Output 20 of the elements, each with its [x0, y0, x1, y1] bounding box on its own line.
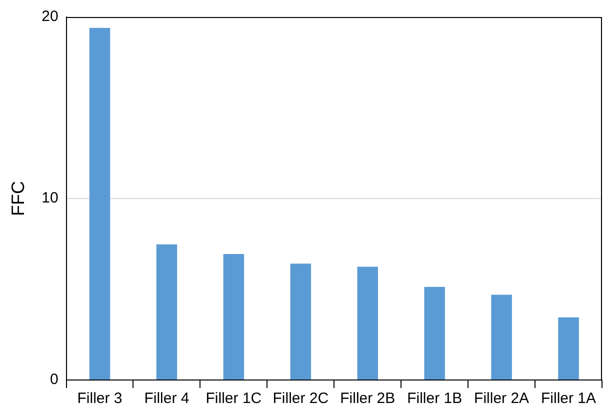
- x-tick-label: Filler 2A: [474, 390, 530, 408]
- x-tick-label: Filler 1C: [206, 390, 262, 408]
- bar: [357, 266, 378, 380]
- x-tick-label: Filler 3: [77, 390, 122, 408]
- y-tick-label: 20: [42, 8, 58, 26]
- x-tick-label: Filler 2C: [272, 390, 329, 408]
- bar: [223, 254, 244, 380]
- x-tick-label: Filler 1A: [541, 390, 596, 408]
- bar: [424, 286, 445, 380]
- y-tick-label: 10: [42, 190, 58, 207]
- bar: [491, 294, 512, 380]
- bar: [290, 264, 312, 380]
- bar: [156, 244, 178, 380]
- y-axis-title: FFC: [8, 181, 28, 216]
- x-tick-label: Filler 1B: [407, 390, 462, 408]
- bar: [89, 28, 110, 380]
- bar: [558, 317, 579, 380]
- y-tick-label: 0: [50, 371, 58, 388]
- x-tick-label: Filler 2B: [340, 390, 396, 408]
- x-tick-label: Filler 4: [144, 390, 190, 408]
